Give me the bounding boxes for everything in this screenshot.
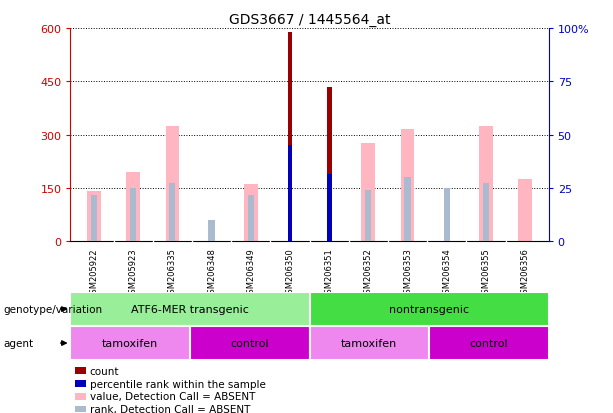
Text: GSM206356: GSM206356 <box>520 247 530 298</box>
Bar <box>479 126 493 242</box>
Bar <box>401 130 414 242</box>
Bar <box>362 144 375 242</box>
Bar <box>244 185 257 242</box>
Bar <box>405 178 411 242</box>
Bar <box>75 393 86 400</box>
Bar <box>190 326 310 360</box>
Bar <box>169 183 175 242</box>
Bar <box>483 183 489 242</box>
Text: GSM206351: GSM206351 <box>325 247 333 298</box>
Text: GSM206355: GSM206355 <box>481 247 490 298</box>
Text: GSM206353: GSM206353 <box>403 247 412 298</box>
Bar <box>75 380 86 387</box>
Text: GSM206350: GSM206350 <box>286 247 294 298</box>
Text: tamoxifen: tamoxifen <box>102 338 158 348</box>
Bar <box>130 188 136 242</box>
Text: ATF6-MER transgenic: ATF6-MER transgenic <box>131 304 249 314</box>
Text: GSM206352: GSM206352 <box>364 247 373 298</box>
Text: GSM206349: GSM206349 <box>246 247 255 298</box>
Text: GSM206335: GSM206335 <box>168 247 177 298</box>
Bar <box>518 180 532 242</box>
Bar <box>208 221 215 242</box>
Bar <box>248 195 254 242</box>
Text: control: control <box>230 338 269 348</box>
Bar <box>70 292 310 326</box>
Bar <box>75 368 86 374</box>
Bar <box>87 192 101 242</box>
Text: GSM205923: GSM205923 <box>129 247 138 298</box>
Bar <box>166 126 179 242</box>
Text: GSM206354: GSM206354 <box>442 247 451 298</box>
Bar <box>287 33 292 242</box>
Bar <box>91 195 97 242</box>
Bar <box>310 326 429 360</box>
Text: agent: agent <box>3 338 33 348</box>
Text: nontransgenic: nontransgenic <box>389 304 469 314</box>
Bar <box>444 188 450 242</box>
Bar <box>75 406 86 413</box>
Bar <box>365 190 371 242</box>
Bar <box>310 292 549 326</box>
Text: count: count <box>89 366 119 376</box>
Bar <box>327 88 332 242</box>
Text: value, Detection Call = ABSENT: value, Detection Call = ABSENT <box>89 392 255 401</box>
Bar <box>70 326 190 360</box>
Text: control: control <box>470 338 508 348</box>
Text: percentile rank within the sample: percentile rank within the sample <box>89 379 265 389</box>
Text: tamoxifen: tamoxifen <box>341 338 397 348</box>
Text: GSM205922: GSM205922 <box>89 247 99 298</box>
Bar <box>429 326 549 360</box>
Text: rank, Detection Call = ABSENT: rank, Detection Call = ABSENT <box>89 404 250 413</box>
Bar <box>287 146 292 242</box>
Bar <box>327 174 332 242</box>
Text: GSM206348: GSM206348 <box>207 247 216 298</box>
Title: GDS3667 / 1445564_at: GDS3667 / 1445564_at <box>229 12 390 26</box>
Bar <box>126 173 140 242</box>
Text: genotype/variation: genotype/variation <box>3 304 102 314</box>
